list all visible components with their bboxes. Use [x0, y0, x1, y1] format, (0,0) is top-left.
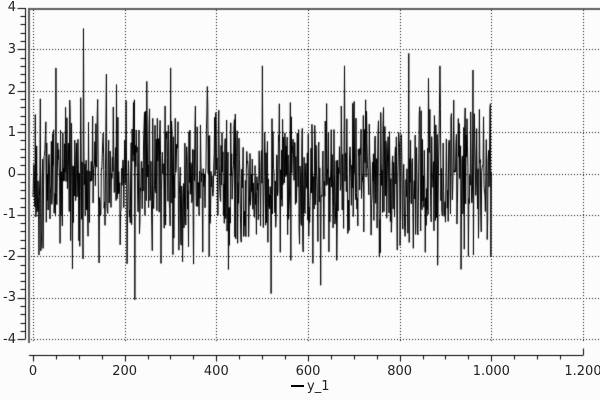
y-tick-label: -3: [3, 290, 16, 306]
y-tick-label: 0: [7, 166, 16, 181]
y-tick-label: 2: [7, 83, 16, 99]
y-tick-label: 4: [7, 0, 16, 16]
y-tick-label: 3: [7, 41, 16, 57]
x-tick-label: 600: [295, 364, 321, 379]
x-tick-label: 800: [387, 364, 413, 379]
legend: y_1: [291, 378, 330, 394]
legend-label: y_1: [307, 378, 330, 394]
x-tick-label: 400: [203, 364, 229, 379]
x-tick-label: 0: [28, 364, 38, 379]
y-tick-label: 1: [7, 124, 16, 140]
y-tick-label: -2: [3, 248, 16, 264]
x-tick-label: 1.000: [472, 364, 510, 379]
legend-line-sample-icon: [291, 385, 304, 387]
y-tick-label: -4: [3, 331, 16, 347]
x-tick-label: 1.200: [564, 364, 600, 379]
y-tick-label: -1: [3, 207, 16, 223]
x-tick-label: 200: [112, 364, 138, 379]
